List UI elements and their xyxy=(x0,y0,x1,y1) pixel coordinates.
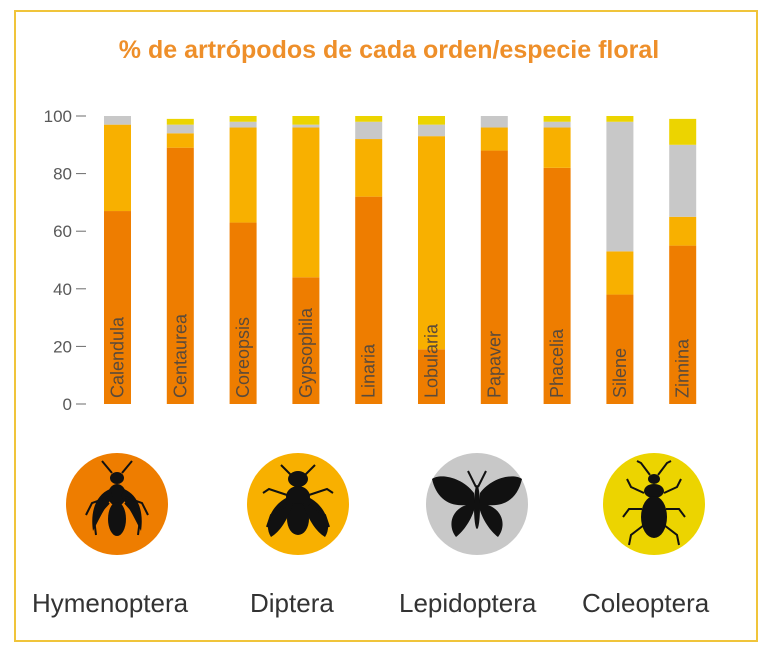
bar-segment-coleoptera-silene xyxy=(606,116,634,122)
beetle-icon xyxy=(622,460,686,546)
category-label-linaria: Linaria xyxy=(359,343,379,398)
bar-segment-coleoptera-zinnina xyxy=(669,118,697,145)
bar-segment-lepidoptera-gypsophila xyxy=(292,124,320,128)
bar-segment-lepidoptera-phacelia xyxy=(543,121,571,128)
bar-segment-hymenoptera-zinnina xyxy=(669,245,697,404)
y-tick-label: 20 xyxy=(53,337,72,356)
category-label-phacelia: Phacelia xyxy=(547,328,567,398)
bar-segment-diptera-lobularia xyxy=(418,136,445,350)
bar-segment-diptera-zinnina xyxy=(669,216,697,246)
bar-segment-coleoptera-phacelia xyxy=(543,116,571,122)
y-tick-label: 40 xyxy=(53,280,72,299)
bar-segment-lepidoptera-lobularia xyxy=(418,124,445,137)
bar-segment-hymenoptera-lobularia xyxy=(418,349,445,404)
bar-segment-lepidoptera-silene xyxy=(606,121,634,252)
bar-segment-lepidoptera-papaver xyxy=(480,116,508,128)
butterfly-icon xyxy=(432,470,522,537)
bar-segment-diptera-gypsophila xyxy=(292,127,320,278)
legend-circle-hymenoptera xyxy=(66,453,168,555)
legend-circle-lepidoptera xyxy=(426,453,528,555)
bar-segment-hymenoptera-linaria xyxy=(355,196,383,404)
legend-circle-coleoptera xyxy=(603,453,705,555)
legend-label-hymenoptera: Hymenoptera xyxy=(32,588,189,618)
bar-segment-diptera-phacelia xyxy=(543,127,571,168)
bar-segment-lepidoptera-calendula xyxy=(104,116,131,125)
legend-label-lepidoptera: Lepidoptera xyxy=(399,588,537,618)
bar-segment-coleoptera-gypsophila xyxy=(292,116,320,125)
bar-segment-lepidoptera-linaria xyxy=(355,121,383,140)
chart-title: % de artrópodos de cada orden/especie fl… xyxy=(118,36,660,64)
category-label-papaver: Papaver xyxy=(484,331,504,398)
category-labels: Calendula Centaurea Coreopsis Gypsophila Lin… xyxy=(108,307,693,398)
bar-segment-diptera-silene xyxy=(606,251,634,295)
bar-segment-diptera-papaver xyxy=(480,127,508,151)
y-tick-label: 0 xyxy=(63,395,72,414)
category-label-lobularia: Lobularia xyxy=(422,323,442,398)
bar-segment-coleoptera-centaurea xyxy=(166,118,194,125)
bar-segment-coleoptera-coreopsis xyxy=(229,116,257,122)
bar-segment-coleoptera-lobularia xyxy=(418,116,445,125)
bar-segment-coleoptera-linaria xyxy=(355,116,383,122)
wasp-icon xyxy=(85,460,149,536)
legend-label-diptera: Diptera xyxy=(250,588,334,618)
bar-segment-hymenoptera-gypsophila xyxy=(292,277,320,404)
category-label-gypsophila: Gypsophila xyxy=(296,307,316,398)
bar-segment-diptera-linaria xyxy=(355,139,383,197)
bar-segment-hymenoptera-centaurea xyxy=(166,147,194,404)
bar-segment-lepidoptera-coreopsis xyxy=(229,121,257,128)
bar-segment-hymenoptera-papaver xyxy=(480,150,508,404)
legend-label-coleoptera: Coleoptera xyxy=(582,588,710,618)
bar-segment-hymenoptera-phacelia xyxy=(543,167,571,404)
category-label-calendula: Calendula xyxy=(108,316,128,398)
bar-segment-lepidoptera-centaurea xyxy=(166,124,194,134)
y-tick-label: 60 xyxy=(53,222,72,241)
y-tick-label: 80 xyxy=(53,165,72,184)
y-axis: 0 20 40 60 80 100 xyxy=(44,107,86,414)
bar-segment-diptera-coreopsis xyxy=(229,127,257,223)
category-label-zinnina: Zinnina xyxy=(673,338,693,398)
bar-segment-lepidoptera-zinnina xyxy=(669,144,697,217)
category-label-coreopsis: Coreopsis xyxy=(233,317,253,398)
bar-segment-hymenoptera-coreopsis xyxy=(229,222,257,404)
bar-segment-diptera-calendula xyxy=(104,124,131,212)
bar-segment-hymenoptera-silene xyxy=(606,294,634,404)
bars xyxy=(104,116,697,404)
y-tick-label: 100 xyxy=(44,107,72,126)
fly-icon xyxy=(262,464,334,537)
category-label-centaurea: Centaurea xyxy=(170,313,190,398)
legend-circle-diptera xyxy=(247,453,349,555)
bar-segment-hymenoptera-calendula xyxy=(104,211,131,404)
bar-segment-diptera-centaurea xyxy=(166,133,194,148)
category-label-silene: Silene xyxy=(610,348,630,398)
